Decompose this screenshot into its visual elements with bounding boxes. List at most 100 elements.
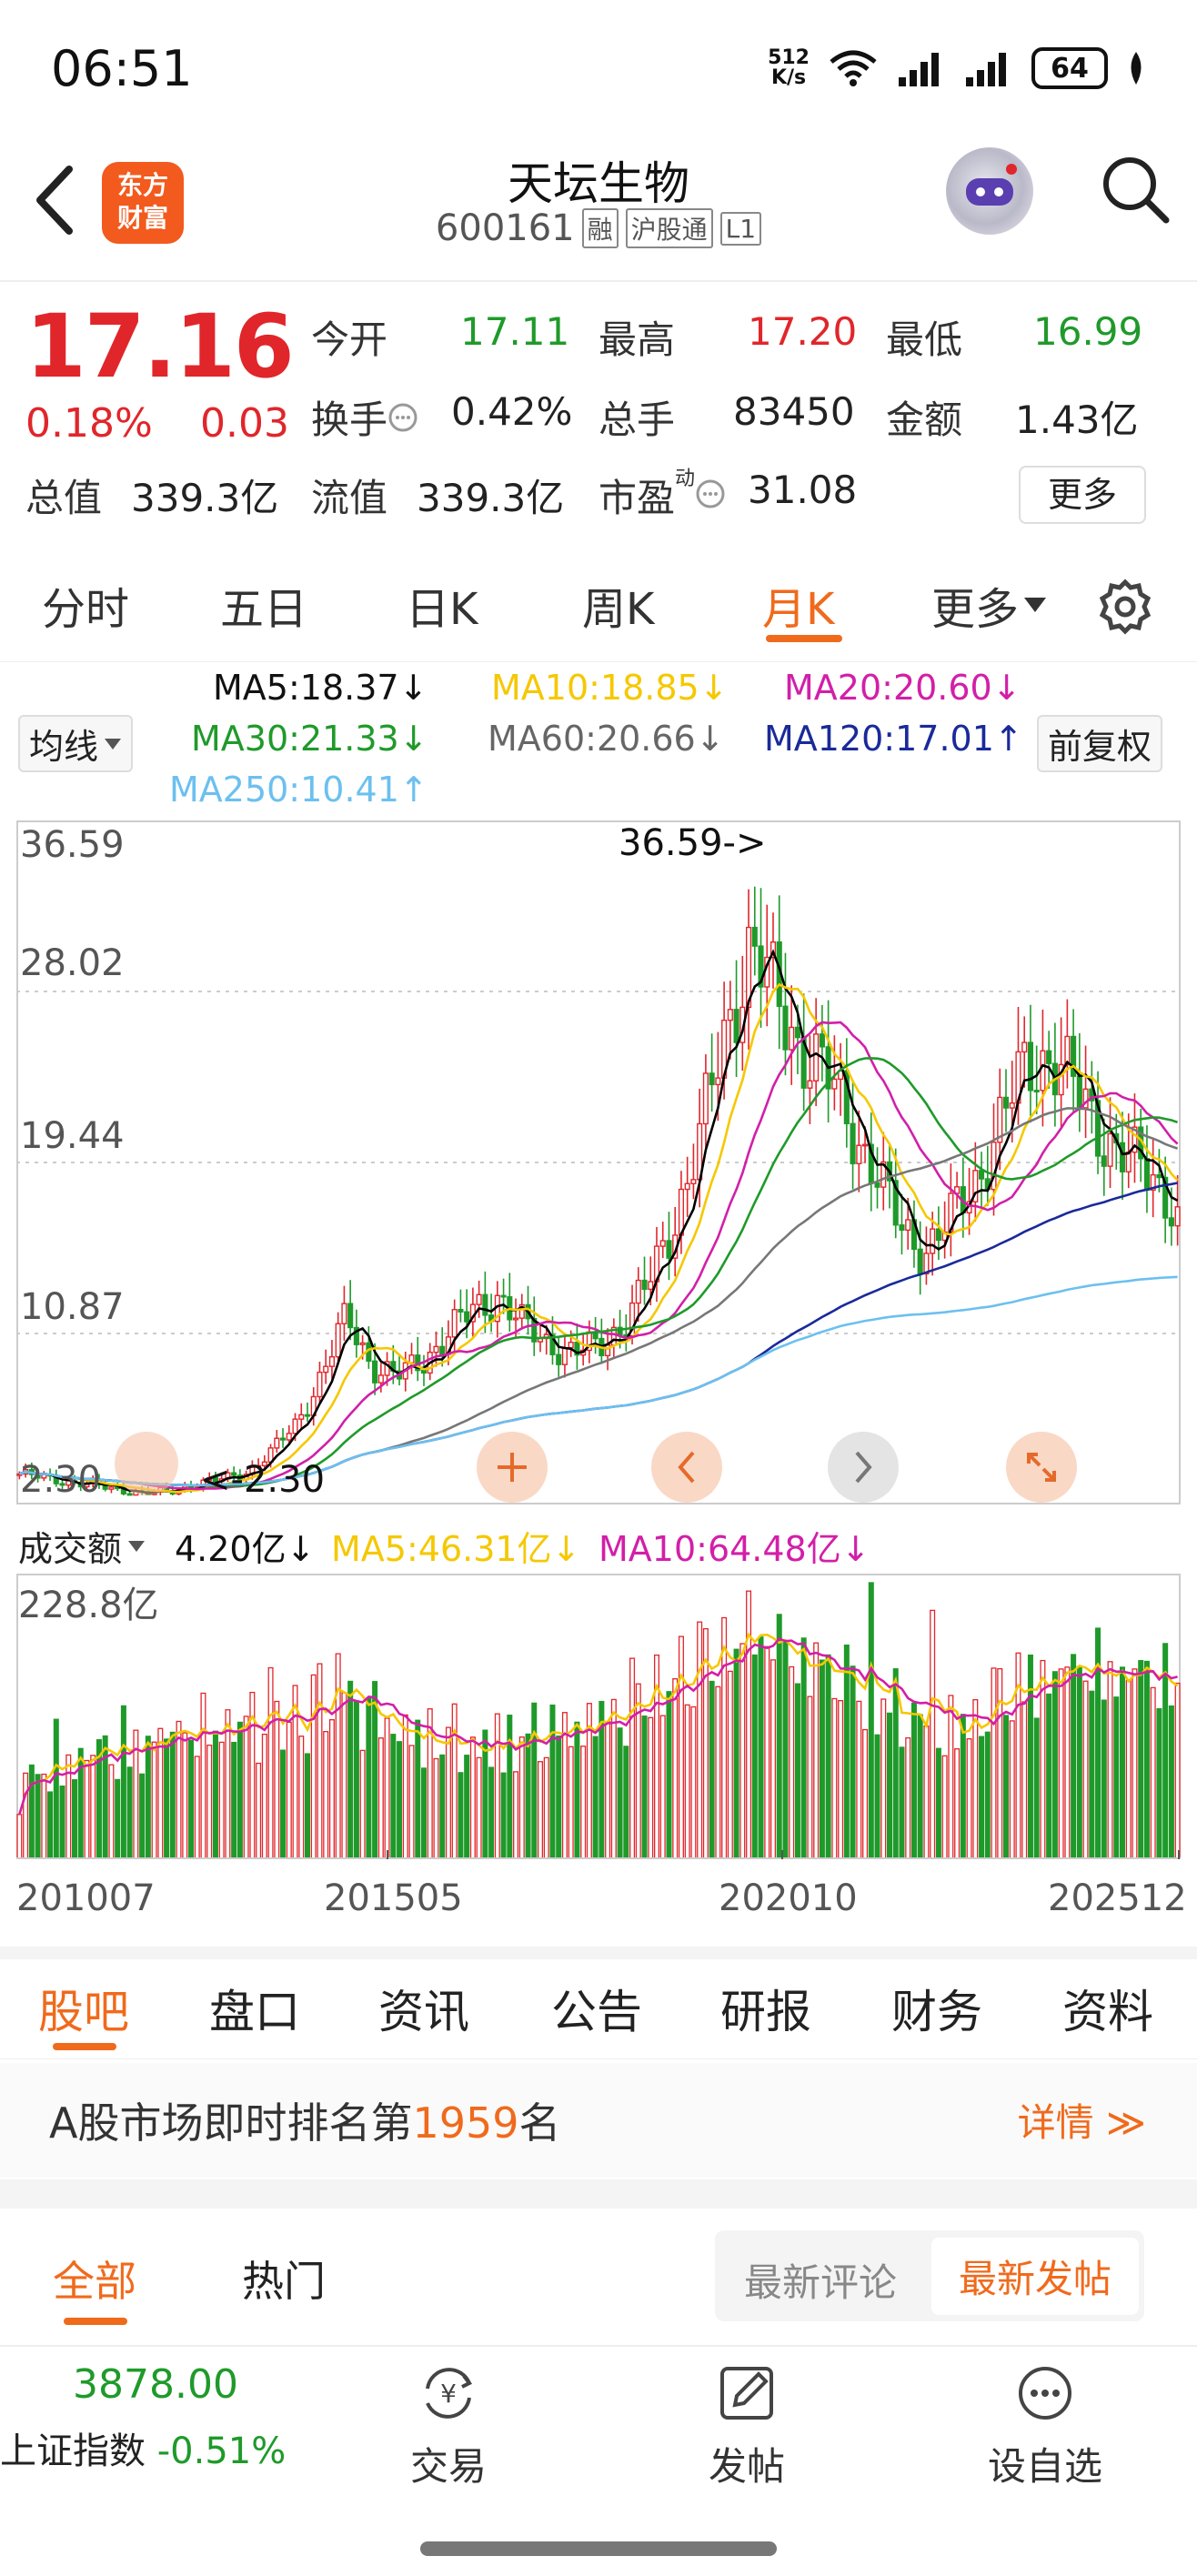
fullscreen-button[interactable] bbox=[1006, 1432, 1077, 1503]
y-tick-max: 36.59 bbox=[20, 824, 125, 866]
volume-bar bbox=[910, 1702, 917, 1859]
volume-bars bbox=[16, 1582, 1181, 1859]
candle bbox=[629, 1302, 636, 1337]
change-amt: 0.03 bbox=[200, 400, 289, 447]
tab-news[interactable]: 资讯 bbox=[378, 1986, 469, 2038]
x-tick-1: 201007 bbox=[16, 1877, 156, 1919]
home-indicator[interactable] bbox=[420, 2541, 777, 2556]
adjust-selector[interactable]: 前复权 bbox=[1037, 715, 1163, 772]
pe-info-icon[interactable] bbox=[695, 478, 726, 509]
x-tick-4: 202512 bbox=[1048, 1877, 1187, 1919]
rank-row[interactable] bbox=[0, 2063, 1197, 2178]
volume-bar bbox=[1009, 1720, 1015, 1859]
volume-bar bbox=[90, 1755, 96, 1859]
candle bbox=[561, 1346, 568, 1365]
nav-trade[interactable]: ¥ 交易 bbox=[380, 2361, 517, 2491]
candle bbox=[648, 1281, 654, 1291]
tab-research[interactable]: 研报 bbox=[720, 1986, 811, 2038]
tab-profile[interactable]: 资料 bbox=[1062, 1986, 1153, 2038]
volume-bar bbox=[47, 1791, 54, 1859]
ma-selector[interactable]: 均线 bbox=[18, 715, 134, 772]
kline-chart[interactable] bbox=[16, 820, 1181, 1504]
info-icon[interactable] bbox=[387, 402, 418, 433]
index-row[interactable]: 上证指数 -0.51% bbox=[0, 2421, 286, 2474]
float-value: 339.3亿 bbox=[417, 476, 565, 520]
volume-bar bbox=[458, 1772, 464, 1859]
volume-bar bbox=[948, 1695, 954, 1859]
volume-bar bbox=[35, 1774, 41, 1859]
status-icons: 512 K/s 64 bbox=[768, 47, 1146, 89]
candle bbox=[549, 1333, 556, 1355]
volume-bar bbox=[856, 1700, 862, 1859]
tab-finance[interactable]: 财务 bbox=[891, 1986, 982, 2038]
nav-post[interactable]: 发帖 bbox=[679, 2361, 815, 2491]
candle bbox=[359, 1342, 366, 1345]
volume-bar bbox=[225, 1709, 231, 1859]
candle bbox=[1125, 1151, 1132, 1172]
scroll-left-button[interactable] bbox=[651, 1432, 722, 1503]
back-icon[interactable] bbox=[33, 164, 78, 236]
volume-current: 4.20亿↓ bbox=[175, 1529, 316, 1569]
sort-latest-post[interactable]: 最新发帖 bbox=[931, 2238, 1140, 2315]
tab-guba[interactable]: 股吧 bbox=[38, 1986, 129, 2038]
candle bbox=[715, 1077, 721, 1086]
app-logo[interactable]: 东方 财富 bbox=[102, 162, 184, 244]
candle bbox=[1094, 1100, 1101, 1157]
volume-bar bbox=[102, 1735, 108, 1859]
tab-weekly-k[interactable]: 周K bbox=[582, 584, 655, 635]
candle bbox=[1064, 1035, 1071, 1066]
mcap-value: 339.3亿 bbox=[131, 476, 279, 520]
volume-value: 83450 bbox=[733, 389, 855, 434]
volume-bar bbox=[1046, 1693, 1052, 1859]
tab-more[interactable]: 更多 bbox=[931, 573, 1048, 637]
candle bbox=[458, 1309, 464, 1313]
zoom-out-button[interactable] bbox=[115, 1432, 178, 1495]
volume-bar bbox=[439, 1754, 446, 1859]
volume-bar bbox=[1107, 1661, 1113, 1859]
tab-announcements[interactable]: 公告 bbox=[551, 1986, 642, 2038]
volume-chart[interactable] bbox=[16, 1574, 1181, 1859]
rank-detail-link[interactable]: 详情 ≫ bbox=[1017, 2100, 1146, 2145]
feed-tab-all[interactable]: 全部 bbox=[53, 2257, 136, 2306]
candle bbox=[758, 945, 764, 988]
nav-add-watchlist[interactable]: 设自选 bbox=[977, 2361, 1113, 2491]
volume-bar bbox=[310, 1674, 317, 1859]
indicator-selector[interactable]: 成交额 bbox=[18, 1519, 146, 1573]
candle bbox=[372, 1360, 378, 1384]
feed-tab-hot[interactable]: 热门 bbox=[242, 2257, 326, 2306]
volume-bar bbox=[697, 1621, 703, 1859]
period-tabs bbox=[0, 549, 1197, 662]
volume-bar bbox=[341, 1692, 347, 1859]
ma-line-ma10 bbox=[18, 982, 1179, 1494]
candle bbox=[298, 1414, 305, 1420]
tab-monthly-k[interactable]: 月K bbox=[762, 584, 835, 635]
candle bbox=[709, 1072, 715, 1086]
more-button[interactable]: 更多 bbox=[1019, 466, 1146, 524]
volume-bar bbox=[164, 1738, 170, 1859]
volume-bar bbox=[157, 1727, 164, 1859]
candle bbox=[500, 1294, 507, 1298]
candle bbox=[733, 1009, 739, 1043]
sort-latest-comment[interactable]: 最新评论 bbox=[744, 2260, 898, 2305]
volume-bar bbox=[176, 1720, 182, 1859]
candle bbox=[353, 1326, 359, 1345]
gear-icon[interactable] bbox=[1097, 579, 1153, 635]
volume-bar bbox=[941, 1755, 948, 1859]
volume-bar bbox=[120, 1705, 126, 1859]
volume-bar bbox=[874, 1734, 880, 1859]
grid bbox=[16, 991, 1181, 1334]
search-icon[interactable] bbox=[1099, 153, 1172, 226]
tag-connect: 沪股通 bbox=[625, 208, 713, 248]
zoom-in-button[interactable] bbox=[477, 1432, 548, 1503]
tab-pankou[interactable]: 盘口 bbox=[209, 1986, 300, 2038]
tab-five-day[interactable]: 五日 bbox=[220, 584, 308, 635]
tab-intraday[interactable]: 分时 bbox=[42, 584, 130, 635]
volume-bar bbox=[979, 1736, 985, 1859]
tab-daily-k[interactable]: 日K bbox=[406, 584, 478, 635]
float-label: 流值 bbox=[311, 476, 388, 520]
scroll-right-button[interactable] bbox=[828, 1432, 899, 1503]
index-value[interactable]: 3878.00 bbox=[73, 2361, 238, 2408]
robot-avatar[interactable] bbox=[946, 147, 1033, 235]
volume-bar bbox=[353, 1700, 359, 1859]
volume-bar bbox=[469, 1736, 476, 1859]
